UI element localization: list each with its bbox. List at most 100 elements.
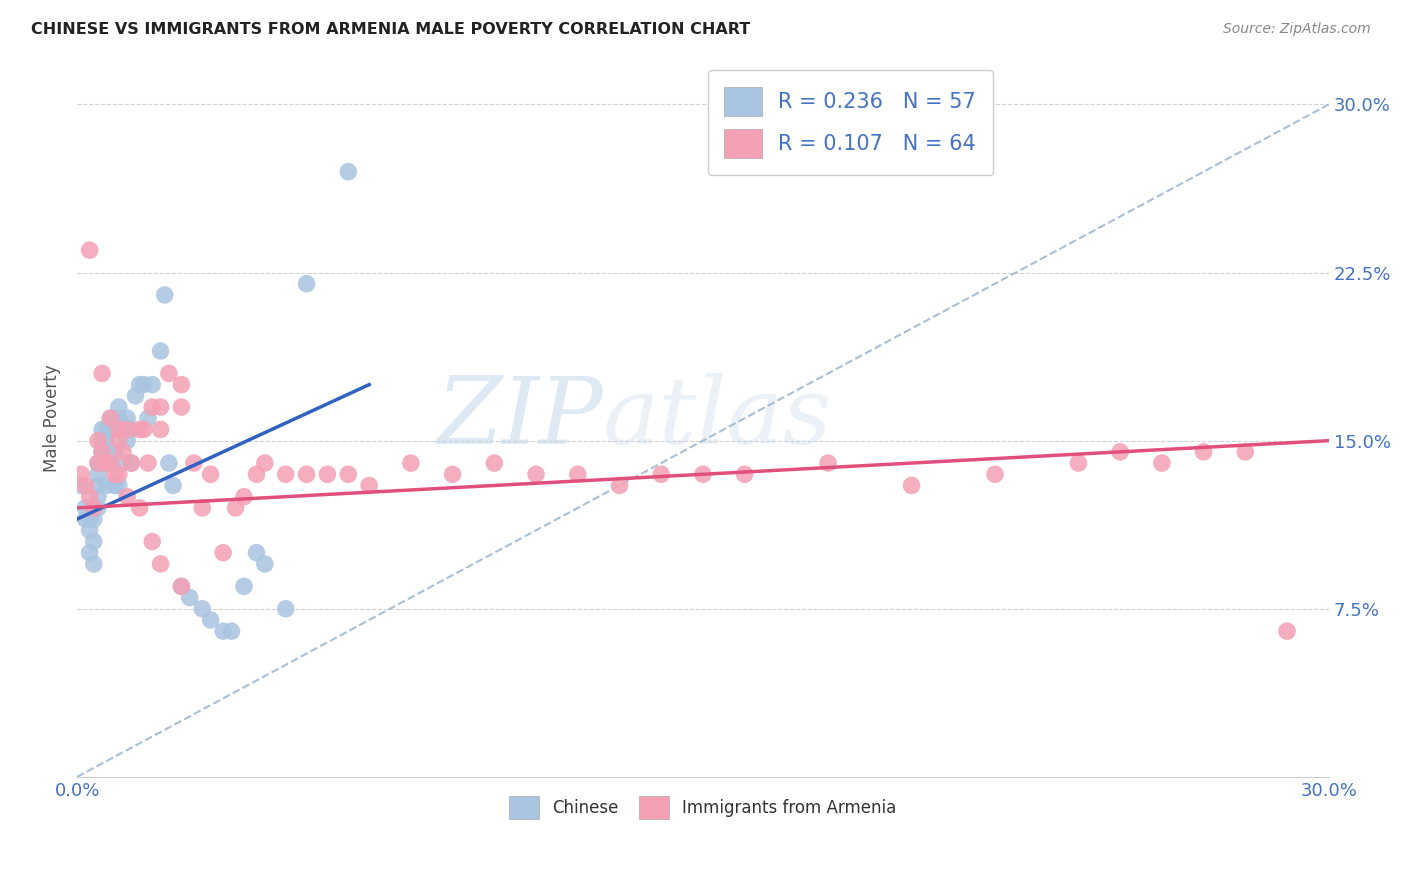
Point — [91, 445, 114, 459]
Point — [183, 456, 205, 470]
Point — [100, 411, 122, 425]
Point — [817, 456, 839, 470]
Point — [149, 422, 172, 436]
Point — [524, 467, 547, 482]
Text: ZIP: ZIP — [436, 373, 603, 463]
Point — [108, 467, 131, 482]
Point — [984, 467, 1007, 482]
Point — [157, 367, 180, 381]
Point — [253, 557, 276, 571]
Point — [100, 422, 122, 436]
Point — [128, 422, 150, 436]
Point — [83, 534, 105, 549]
Point — [153, 288, 176, 302]
Point — [104, 467, 127, 482]
Point — [692, 467, 714, 482]
Point — [132, 377, 155, 392]
Point — [295, 277, 318, 291]
Point — [96, 422, 118, 436]
Point — [79, 243, 101, 257]
Text: CHINESE VS IMMIGRANTS FROM ARMENIA MALE POVERTY CORRELATION CHART: CHINESE VS IMMIGRANTS FROM ARMENIA MALE … — [31, 22, 751, 37]
Point — [87, 467, 110, 482]
Point — [1067, 456, 1090, 470]
Point — [149, 400, 172, 414]
Point — [111, 445, 134, 459]
Point — [200, 613, 222, 627]
Point — [115, 422, 138, 436]
Point — [1109, 445, 1132, 459]
Point — [91, 445, 114, 459]
Point — [100, 411, 122, 425]
Point — [1150, 456, 1173, 470]
Point — [337, 164, 360, 178]
Point — [245, 467, 267, 482]
Point — [179, 591, 201, 605]
Point — [734, 467, 756, 482]
Point — [1234, 445, 1257, 459]
Point — [567, 467, 589, 482]
Point — [115, 434, 138, 448]
Point — [245, 546, 267, 560]
Point — [359, 478, 381, 492]
Point — [96, 456, 118, 470]
Point — [108, 434, 131, 448]
Point — [128, 500, 150, 515]
Point — [79, 546, 101, 560]
Point — [104, 445, 127, 459]
Point — [96, 478, 118, 492]
Point — [91, 422, 114, 436]
Point — [162, 478, 184, 492]
Point — [87, 456, 110, 470]
Point — [115, 490, 138, 504]
Point — [83, 557, 105, 571]
Point — [79, 490, 101, 504]
Point — [191, 500, 214, 515]
Point — [170, 579, 193, 593]
Point — [115, 411, 138, 425]
Point — [132, 422, 155, 436]
Point — [91, 456, 114, 470]
Point — [128, 377, 150, 392]
Point — [141, 534, 163, 549]
Point — [87, 478, 110, 492]
Point — [900, 478, 922, 492]
Point — [108, 422, 131, 436]
Point — [70, 478, 93, 492]
Point — [233, 579, 256, 593]
Point — [104, 478, 127, 492]
Point — [274, 601, 297, 615]
Point — [212, 546, 235, 560]
Point — [120, 456, 142, 470]
Point — [136, 456, 159, 470]
Point — [70, 467, 93, 482]
Point — [87, 434, 110, 448]
Point — [170, 579, 193, 593]
Point — [221, 624, 243, 639]
Point — [124, 389, 146, 403]
Point — [212, 624, 235, 639]
Point — [609, 478, 631, 492]
Point — [149, 557, 172, 571]
Point — [83, 512, 105, 526]
Point — [149, 343, 172, 358]
Point — [441, 467, 464, 482]
Point — [108, 478, 131, 492]
Point — [1275, 624, 1298, 639]
Point — [108, 411, 131, 425]
Point — [120, 456, 142, 470]
Point — [87, 490, 110, 504]
Point — [75, 512, 97, 526]
Point — [484, 456, 506, 470]
Point — [170, 377, 193, 392]
Point — [79, 524, 101, 538]
Point — [200, 467, 222, 482]
Point — [650, 467, 672, 482]
Point — [1192, 445, 1215, 459]
Point — [111, 422, 134, 436]
Point — [136, 411, 159, 425]
Point — [111, 456, 134, 470]
Point — [295, 467, 318, 482]
Point — [225, 500, 247, 515]
Point — [337, 467, 360, 482]
Text: Source: ZipAtlas.com: Source: ZipAtlas.com — [1223, 22, 1371, 37]
